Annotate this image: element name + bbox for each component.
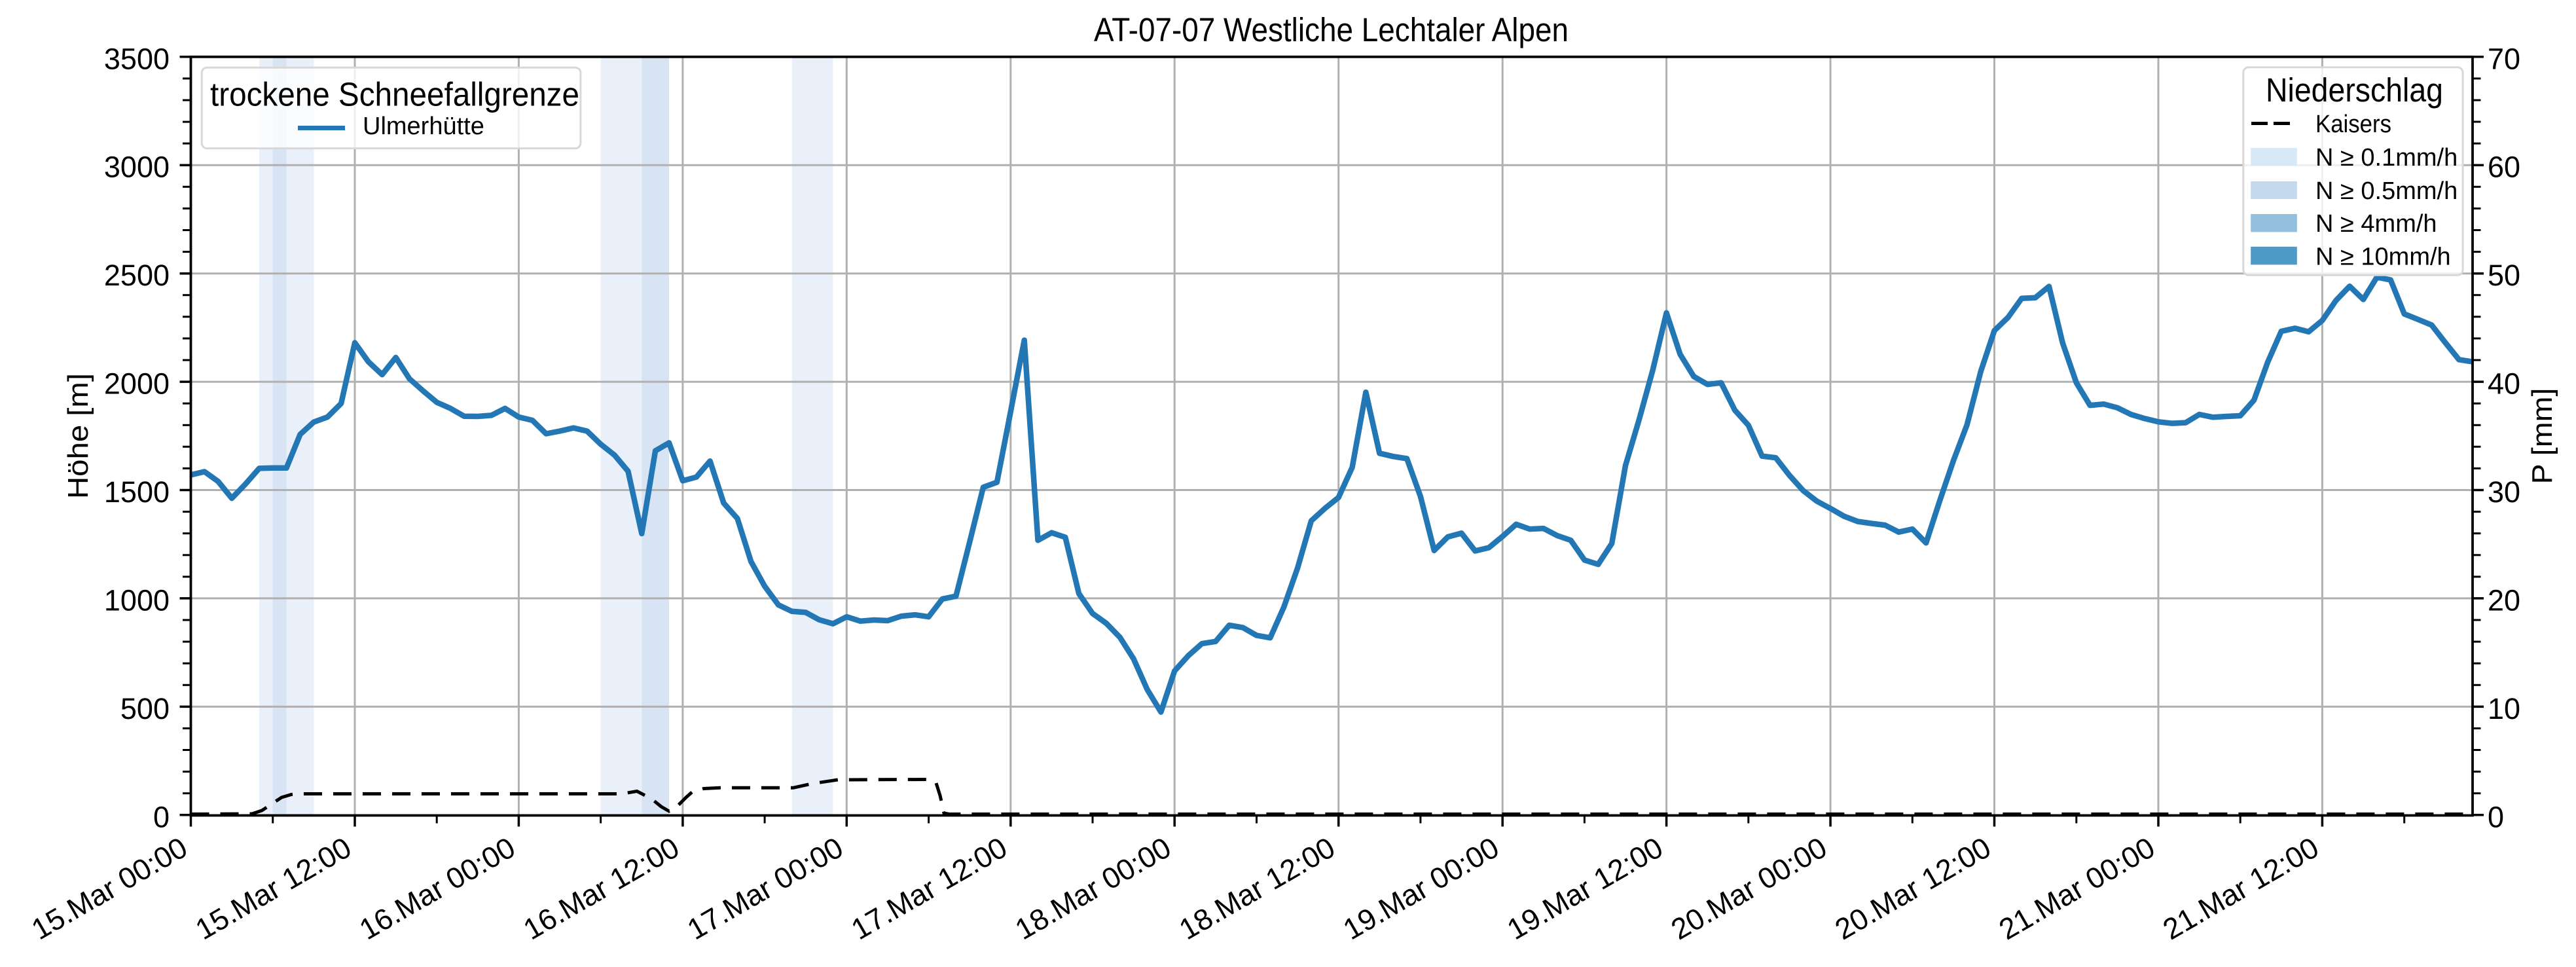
- svg-text:Ulmerhütte: Ulmerhütte: [363, 113, 484, 140]
- svg-text:60: 60: [2488, 151, 2520, 184]
- svg-text:20: 20: [2488, 583, 2520, 617]
- svg-text:N ≥ 0.1mm/h: N ≥ 0.1mm/h: [2315, 144, 2458, 172]
- svg-text:2000: 2000: [104, 367, 170, 401]
- svg-text:0: 0: [2488, 800, 2504, 833]
- svg-text:trockene Schneefallgrenze: trockene Schneefallgrenze: [210, 76, 579, 113]
- svg-text:Kaisers: Kaisers: [2315, 111, 2391, 138]
- svg-text:N ≥ 10mm/h: N ≥ 10mm/h: [2315, 243, 2451, 270]
- svg-text:30: 30: [2488, 475, 2520, 509]
- svg-text:N ≥ 0.5mm/h: N ≥ 0.5mm/h: [2315, 177, 2458, 205]
- svg-text:0: 0: [153, 800, 170, 833]
- svg-text:1500: 1500: [104, 475, 170, 509]
- svg-text:N ≥ 4mm/h: N ≥ 4mm/h: [2315, 210, 2437, 238]
- svg-text:AT-07-07 Westliche Lechtaler A: AT-07-07 Westliche Lechtaler Alpen: [1094, 11, 1569, 48]
- svg-text:P [mm]: P [mm]: [2526, 388, 2558, 484]
- svg-text:3000: 3000: [104, 151, 170, 184]
- svg-text:70: 70: [2488, 42, 2520, 75]
- svg-text:1000: 1000: [104, 583, 170, 617]
- svg-text:50: 50: [2488, 259, 2520, 292]
- svg-text:Niederschlag: Niederschlag: [2266, 71, 2443, 109]
- svg-text:10: 10: [2488, 692, 2520, 725]
- svg-text:3500: 3500: [104, 42, 170, 75]
- svg-text:40: 40: [2488, 367, 2520, 401]
- svg-text:Höhe [m]: Höhe [m]: [62, 373, 94, 499]
- svg-text:2500: 2500: [104, 259, 170, 292]
- svg-text:500: 500: [120, 692, 170, 725]
